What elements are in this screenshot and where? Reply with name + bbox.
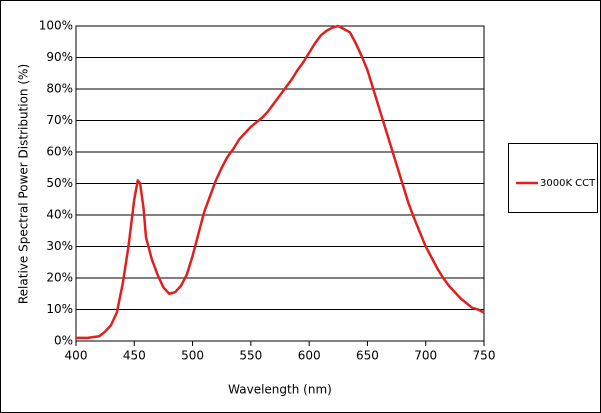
- y-tick-label: 60%: [46, 145, 73, 159]
- x-tick-label: 550: [239, 349, 262, 363]
- legend-label: 3000K CCT: [540, 178, 596, 189]
- y-tick-label: 80%: [46, 82, 73, 96]
- legend-box: [508, 143, 598, 213]
- y-tick-label: 30%: [46, 239, 73, 253]
- y-tick-label: 0%: [54, 334, 73, 348]
- y-tick-label: 50%: [46, 176, 73, 190]
- y-tick-label: 100%: [39, 19, 73, 33]
- x-tick-label: 650: [356, 349, 379, 363]
- x-tick-label: 600: [298, 349, 321, 363]
- y-tick-label: 10%: [46, 302, 73, 316]
- y-axis-label: Relative Spectral Power Distribution (%): [17, 64, 31, 304]
- y-tick-label: 70%: [46, 113, 73, 127]
- x-tick-label: 750: [473, 349, 496, 363]
- y-tick-label: 40%: [46, 208, 73, 222]
- x-tick-label: 450: [123, 349, 146, 363]
- y-tick-label: 90%: [46, 50, 73, 64]
- x-tick-label: 700: [414, 349, 437, 363]
- y-tick-label: 20%: [46, 271, 73, 285]
- x-tick-label: 500: [181, 349, 204, 363]
- x-axis-label: Wavelength (nm): [228, 383, 332, 397]
- series-line: [76, 24, 485, 340]
- x-tick-label: 400: [65, 349, 88, 363]
